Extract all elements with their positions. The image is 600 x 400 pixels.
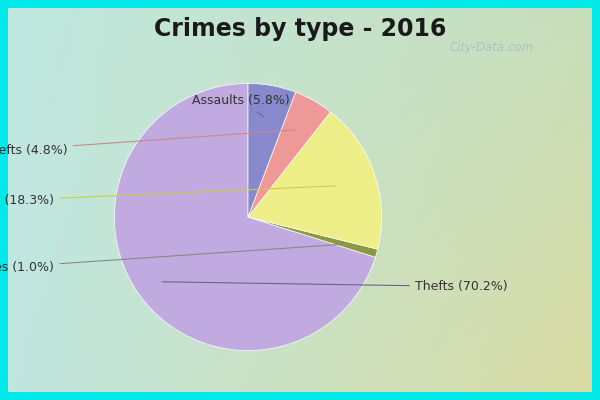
Text: Auto thefts (4.8%): Auto thefts (4.8%) [0,130,295,157]
Text: Burglaries (18.3%): Burglaries (18.3%) [0,186,336,208]
Text: Crimes by type - 2016: Crimes by type - 2016 [154,17,446,41]
Wedge shape [248,112,382,249]
Text: Assaults (5.8%): Assaults (5.8%) [193,94,290,117]
Wedge shape [248,83,296,217]
Wedge shape [248,92,331,217]
Text: City-Data.com: City-Data.com [450,42,534,54]
Wedge shape [248,217,377,257]
Text: Robberies (1.0%): Robberies (1.0%) [0,244,341,274]
Wedge shape [115,83,376,350]
Text: Thefts (70.2%): Thefts (70.2%) [163,280,508,293]
